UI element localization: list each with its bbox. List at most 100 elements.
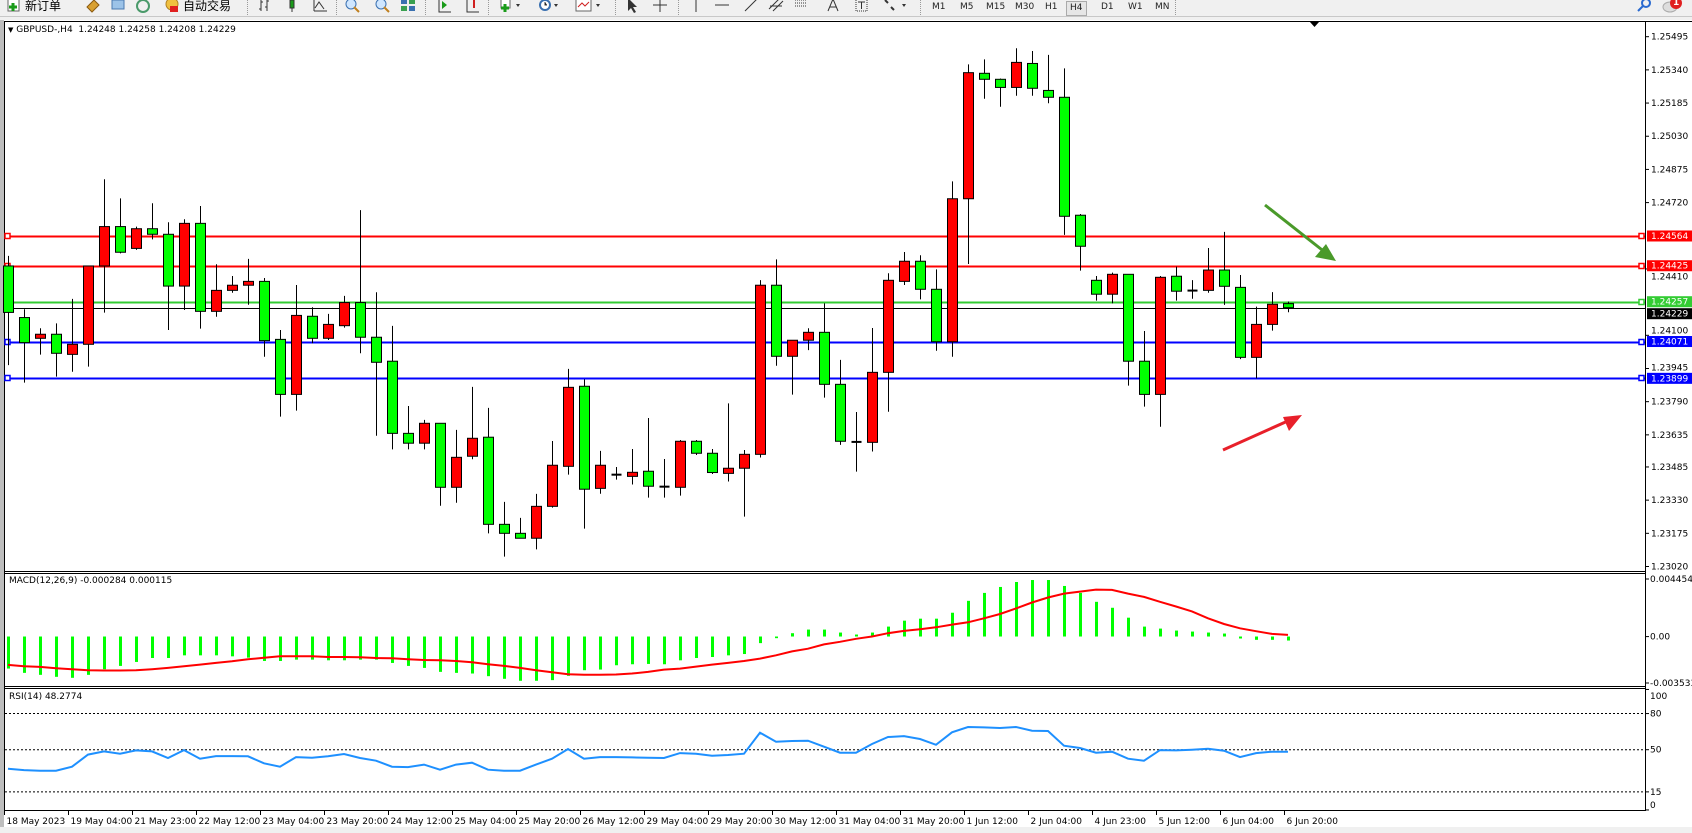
timeframe-m1[interactable]: M1 xyxy=(932,2,946,12)
timeframe-m15[interactable]: M15 xyxy=(986,2,1006,12)
candle xyxy=(595,450,606,494)
candle xyxy=(947,181,958,357)
cursor-button[interactable] xyxy=(624,0,640,15)
macd-histogram-bar xyxy=(471,636,474,674)
candle-body-bear xyxy=(979,72,990,80)
time-axis-label: 25 May 04:00 xyxy=(455,817,517,827)
level-handle-left[interactable] xyxy=(4,374,11,382)
trendline-button[interactable] xyxy=(743,0,759,15)
templates-button[interactable] xyxy=(575,0,603,15)
macd-histogram-bar xyxy=(1143,626,1146,637)
search-button[interactable] xyxy=(1636,0,1652,15)
chart-shift-button[interactable] xyxy=(464,0,480,15)
macd-histogram-bar xyxy=(1127,617,1130,637)
macd-histogram-bar xyxy=(247,636,250,658)
bar-chart-button[interactable] xyxy=(256,0,272,15)
candle-body-bull xyxy=(899,260,910,282)
channel-button[interactable] xyxy=(768,0,786,15)
indicators-button[interactable] xyxy=(499,0,523,15)
macd-axis-label: -0.003533 xyxy=(1650,679,1692,689)
crosshair-button[interactable] xyxy=(652,0,668,15)
arrow-down-annotation[interactable] xyxy=(1264,203,1336,261)
level-handle-right[interactable] xyxy=(1638,374,1645,382)
vertical-line-button[interactable] xyxy=(688,0,704,15)
time-axis-label: 6 Jun 20:00 xyxy=(1287,817,1339,827)
level-handle-left[interactable] xyxy=(4,338,11,346)
fibonacci-button[interactable] xyxy=(794,0,812,15)
timeframe-d1[interactable]: D1 xyxy=(1101,2,1114,12)
candlestick-button[interactable] xyxy=(284,0,300,15)
notification-button[interactable]: 1 xyxy=(1662,0,1684,15)
price-tag xyxy=(1647,230,1692,242)
candle-body-bear xyxy=(3,265,14,313)
candle-body-bear xyxy=(51,333,62,354)
timeframe-mn[interactable]: MN xyxy=(1155,2,1170,12)
candle xyxy=(563,368,574,475)
level-handle-right[interactable] xyxy=(1638,298,1645,306)
chart-menu-triangle-icon[interactable]: ▼ xyxy=(8,26,14,34)
timeframe-h1[interactable]: H1 xyxy=(1045,2,1058,12)
macd-histogram-bar xyxy=(535,636,538,681)
candle xyxy=(371,292,382,436)
candle-body-bear xyxy=(115,226,126,253)
macd-histogram-bar xyxy=(1063,585,1066,637)
notification-count: 1 xyxy=(1673,0,1680,8)
new-order-button[interactable]: 新订单 xyxy=(6,0,61,15)
timeframe-m5[interactable]: M5 xyxy=(960,2,974,12)
periods-button[interactable] xyxy=(537,0,561,15)
status-gap xyxy=(0,827,1692,833)
candle xyxy=(1251,306,1262,379)
price-axis-label: 1.25030 xyxy=(1651,132,1688,142)
chart-shift-icon xyxy=(466,0,479,13)
tile-windows-button[interactable] xyxy=(400,0,416,15)
line-chart-button[interactable] xyxy=(312,0,328,15)
candle xyxy=(179,219,190,311)
candle xyxy=(115,198,126,254)
candle xyxy=(323,313,334,341)
timeframe-m30[interactable]: M30 xyxy=(1015,2,1035,12)
level-handle-left[interactable] xyxy=(4,232,11,240)
left-gutter xyxy=(0,20,4,827)
macd-histogram-bar xyxy=(183,636,186,656)
candle-body-bull xyxy=(35,333,46,339)
autoscroll-button[interactable] xyxy=(436,0,452,15)
macd-histogram-bar xyxy=(1191,631,1194,637)
macd-histogram-bar xyxy=(391,636,394,663)
price-tag xyxy=(1647,308,1692,320)
candle-body-bear xyxy=(1123,273,1134,362)
level-handle-right[interactable] xyxy=(1638,232,1645,240)
signals-button[interactable] xyxy=(135,0,151,15)
candle-body-bull xyxy=(227,284,238,291)
level-handle-right[interactable] xyxy=(1638,262,1645,270)
price-axis-label: 1.23330 xyxy=(1651,496,1688,506)
chart-shift-marker[interactable] xyxy=(1310,22,1319,27)
new-order-icon xyxy=(7,0,20,12)
zoom-out-button[interactable] xyxy=(374,0,390,15)
candle xyxy=(1011,48,1022,96)
history-button[interactable] xyxy=(85,0,101,15)
candle xyxy=(803,328,814,351)
macd-histogram-bar xyxy=(135,636,138,662)
arrow-up-annotation[interactable] xyxy=(1222,415,1302,452)
horizontal-line-button[interactable] xyxy=(714,0,730,15)
candle-body-bull xyxy=(323,323,334,339)
arrows-button[interactable] xyxy=(882,0,908,15)
timeframe-h4[interactable]: H4 xyxy=(1066,1,1087,16)
horizontal-line-icon xyxy=(715,4,729,6)
level-handle-right[interactable] xyxy=(1638,338,1645,346)
macd-histogram-bar xyxy=(103,636,106,670)
signals-icon xyxy=(136,0,150,13)
toolbar-separator xyxy=(488,0,491,15)
text-label-button[interactable] xyxy=(855,0,869,15)
autotrade-button[interactable]: 自动交易 xyxy=(164,0,231,15)
candle-body-bear xyxy=(915,260,926,290)
terminal-button[interactable] xyxy=(110,0,126,15)
price-axis-label: 1.23635 xyxy=(1651,431,1688,441)
text-button[interactable] xyxy=(826,0,840,15)
candle-body-bear xyxy=(275,338,286,395)
timeframe-w1[interactable]: W1 xyxy=(1128,2,1143,12)
line-chart-icon xyxy=(313,0,327,12)
zoom-in-button[interactable] xyxy=(344,0,360,15)
macd-histogram-bar xyxy=(215,636,218,656)
